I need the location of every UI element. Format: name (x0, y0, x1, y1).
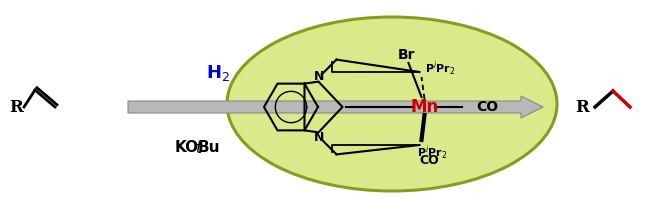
Text: CO: CO (477, 100, 498, 114)
Text: H$_2$: H$_2$ (206, 63, 230, 83)
Text: P$^i$Pr$_2$: P$^i$Pr$_2$ (418, 144, 448, 162)
Text: $t$: $t$ (195, 140, 203, 156)
Ellipse shape (227, 17, 557, 191)
Text: P$^i$Pr$_2$: P$^i$Pr$_2$ (426, 60, 456, 78)
Text: Bu: Bu (198, 140, 220, 155)
Text: R: R (9, 98, 23, 116)
Text: Mn: Mn (410, 98, 439, 116)
Text: R: R (575, 98, 589, 116)
FancyArrow shape (128, 96, 543, 118)
Text: Br: Br (398, 48, 415, 62)
Text: N: N (314, 70, 324, 83)
Text: N: N (314, 131, 324, 144)
Text: CO: CO (420, 155, 440, 168)
Text: KO: KO (175, 140, 199, 155)
